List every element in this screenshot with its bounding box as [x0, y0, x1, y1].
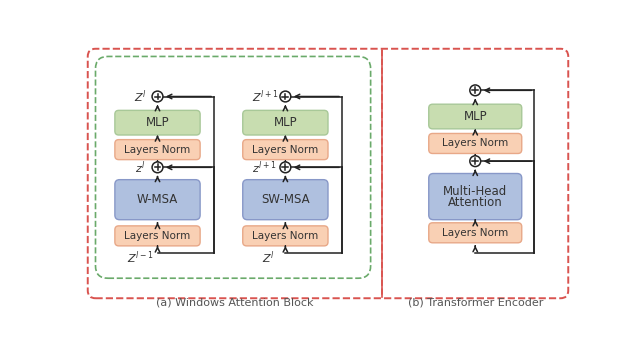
- Circle shape: [280, 162, 291, 173]
- Text: SW-MSA: SW-MSA: [261, 193, 310, 206]
- Circle shape: [470, 156, 481, 166]
- Circle shape: [152, 91, 163, 102]
- Text: $Z^{l+1}$: $Z^{l+1}$: [252, 88, 278, 105]
- Circle shape: [152, 162, 163, 173]
- Text: W-MSA: W-MSA: [137, 193, 178, 206]
- FancyBboxPatch shape: [243, 180, 328, 220]
- FancyBboxPatch shape: [243, 226, 328, 246]
- Text: Layers Norm: Layers Norm: [252, 144, 319, 155]
- Text: $Z^{l-1}$: $Z^{l-1}$: [127, 250, 154, 267]
- Text: Layers Norm: Layers Norm: [442, 228, 508, 238]
- Text: MLP: MLP: [146, 116, 170, 129]
- Text: MLP: MLP: [273, 116, 297, 129]
- Text: Layers Norm: Layers Norm: [124, 231, 191, 241]
- Text: $Z^l$: $Z^l$: [134, 88, 147, 105]
- FancyBboxPatch shape: [429, 104, 522, 129]
- Text: $Z^l$: $Z^l$: [262, 250, 275, 267]
- FancyBboxPatch shape: [429, 133, 522, 153]
- Text: Layers Norm: Layers Norm: [124, 144, 191, 155]
- Text: $z^{l+1}$: $z^{l+1}$: [252, 159, 276, 176]
- FancyBboxPatch shape: [115, 140, 200, 160]
- FancyBboxPatch shape: [429, 174, 522, 220]
- Text: Layers Norm: Layers Norm: [442, 138, 508, 148]
- FancyBboxPatch shape: [243, 140, 328, 160]
- Text: Attention: Attention: [448, 196, 502, 209]
- FancyBboxPatch shape: [115, 226, 200, 246]
- Text: (b) Transformer Encoder: (b) Transformer Encoder: [408, 298, 543, 308]
- Circle shape: [280, 91, 291, 102]
- Text: $z^l$: $z^l$: [135, 159, 146, 176]
- FancyBboxPatch shape: [115, 110, 200, 135]
- Text: (a) Windows Attention Block: (a) Windows Attention Block: [156, 298, 314, 308]
- FancyBboxPatch shape: [243, 110, 328, 135]
- Text: MLP: MLP: [463, 110, 487, 123]
- FancyBboxPatch shape: [115, 180, 200, 220]
- FancyBboxPatch shape: [429, 223, 522, 243]
- Text: Multi-Head: Multi-Head: [443, 185, 508, 198]
- Circle shape: [470, 85, 481, 96]
- Text: Layers Norm: Layers Norm: [252, 231, 319, 241]
